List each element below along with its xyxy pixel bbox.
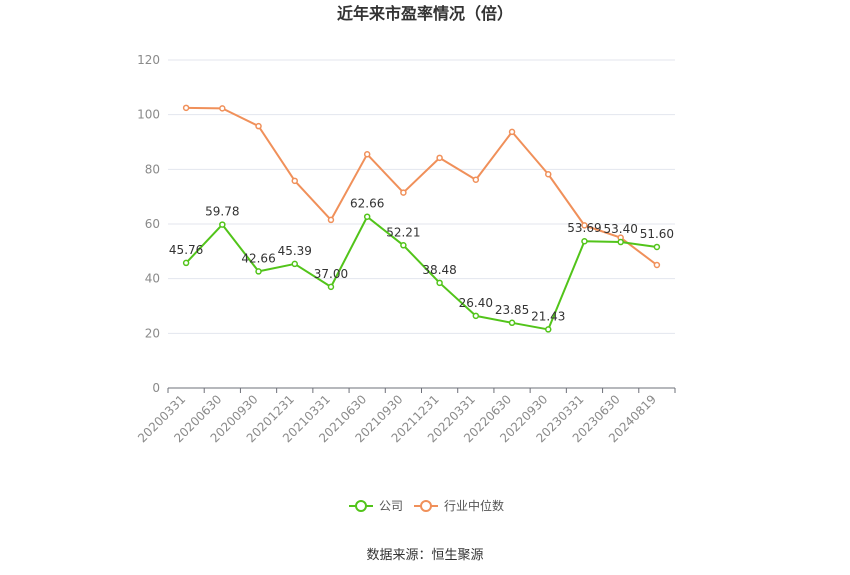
data-point[interactable] [219, 105, 226, 112]
legend-item-industry-median[interactable]: 行业中位数 [414, 498, 504, 513]
y-axis: 0 20 40 60 80 100 120 [137, 53, 160, 395]
series-line [185, 215, 658, 331]
y-tick-label: 0 [152, 381, 160, 395]
data-label: 53.69 [567, 221, 601, 235]
data-point[interactable] [363, 151, 371, 158]
chart-title: 近年来市盈率情况（倍） [337, 4, 513, 23]
data-label: 51.60 [640, 227, 674, 241]
legend-company-marker [355, 500, 367, 512]
data-label: 21.43 [531, 309, 565, 323]
grid-lines [168, 59, 675, 334]
source-note: 数据来源：恒生聚源 [366, 548, 483, 563]
data-point[interactable] [508, 319, 516, 327]
y-tick-label: 60 [145, 217, 160, 231]
data-label: 62.66 [350, 197, 384, 211]
data-label: 52.21 [386, 225, 420, 239]
data-label: 45.76 [169, 243, 203, 257]
data-point[interactable] [400, 189, 407, 196]
legend-item-company[interactable]: 公司 [349, 499, 403, 513]
series-company [182, 213, 661, 333]
series-line [186, 106, 658, 266]
data-point[interactable] [255, 122, 262, 130]
data-label: 37.00 [314, 267, 348, 281]
data-point[interactable] [291, 177, 298, 185]
data-point[interactable] [472, 312, 480, 320]
y-tick-label: 40 [145, 272, 160, 286]
data-label: 23.85 [495, 303, 529, 317]
legend-company-label: 公司 [379, 499, 403, 513]
legend: 公司 行业中位数 [349, 498, 504, 513]
data-label: 53.40 [603, 222, 637, 236]
data-point[interactable] [363, 213, 371, 220]
data-point[interactable] [436, 279, 443, 287]
data-label: 59.78 [205, 205, 239, 219]
data-point[interactable] [182, 104, 190, 112]
data-point[interactable] [472, 176, 480, 183]
data-label: 38.48 [422, 263, 456, 277]
data-point[interactable] [581, 237, 588, 245]
data-point[interactable] [545, 171, 552, 178]
x-axis: 2020033120200630202009302020123120210331… [135, 387, 676, 445]
data-point[interactable] [653, 261, 661, 269]
data-point[interactable] [545, 326, 552, 333]
y-tick-label: 20 [145, 326, 160, 340]
data-point[interactable] [581, 222, 588, 229]
data-point[interactable] [327, 216, 335, 224]
data-point[interactable] [291, 260, 298, 268]
data-label: 26.40 [459, 296, 493, 310]
data-point[interactable] [617, 238, 624, 246]
series-industry-median [182, 104, 661, 269]
data-point[interactable] [327, 283, 335, 291]
data-point[interactable] [436, 154, 443, 162]
y-tick-label: 100 [137, 108, 160, 122]
data-point[interactable] [182, 259, 190, 267]
data-point[interactable] [508, 128, 516, 136]
legend-industry-marker [420, 500, 432, 512]
data-point[interactable] [255, 268, 262, 275]
y-tick-label: 120 [137, 53, 160, 67]
series-layer [182, 104, 661, 333]
legend-industry-label: 行业中位数 [444, 498, 504, 513]
data-label: 45.39 [278, 244, 312, 258]
data-point[interactable] [219, 221, 226, 228]
y-tick-label: 80 [145, 162, 160, 176]
data-point[interactable] [400, 242, 407, 249]
data-point[interactable] [653, 243, 661, 251]
data-label: 42.66 [241, 251, 275, 265]
